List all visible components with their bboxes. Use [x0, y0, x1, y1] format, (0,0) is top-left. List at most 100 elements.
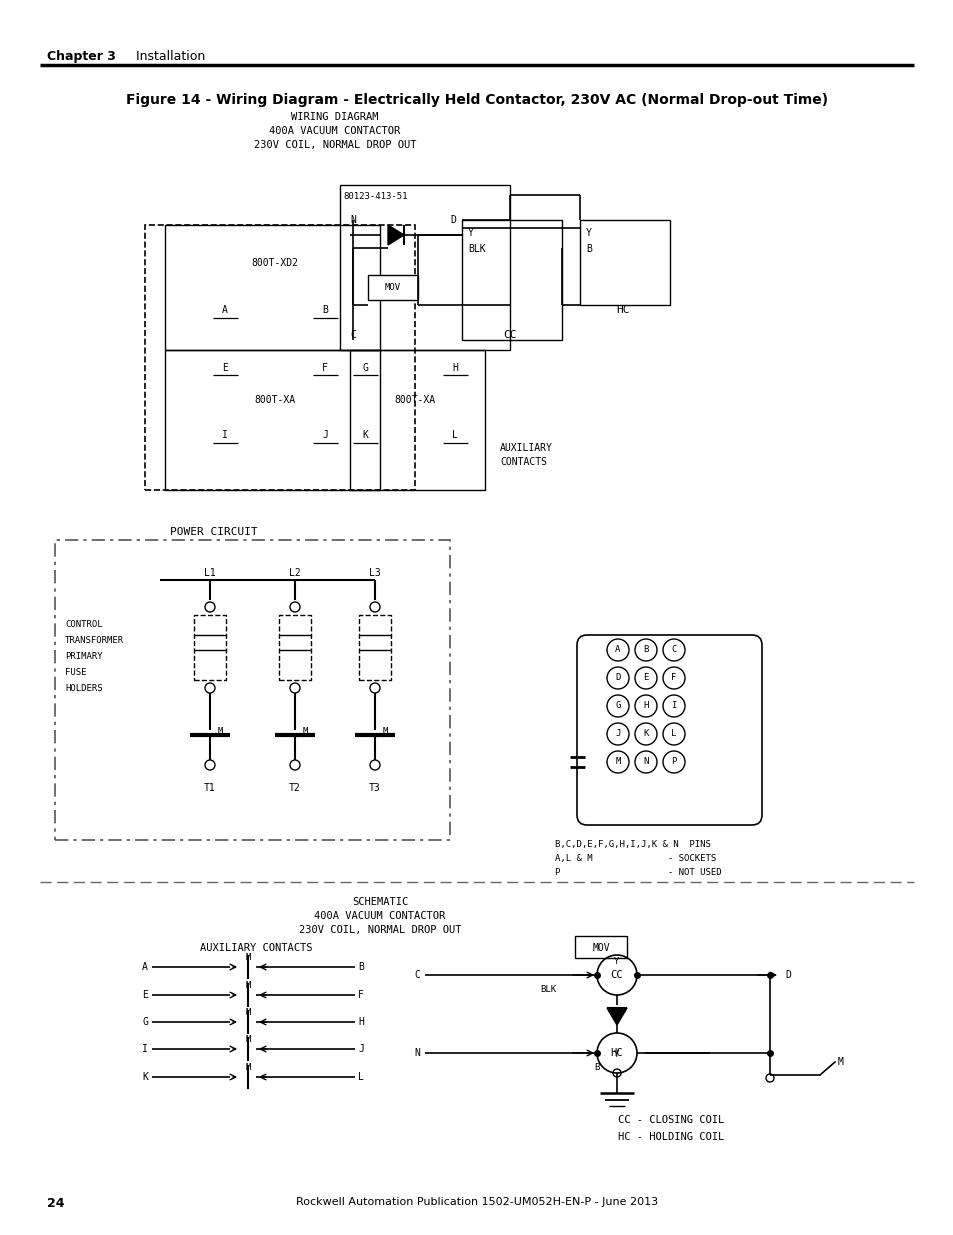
- Text: C: C: [414, 969, 419, 981]
- Text: B: B: [322, 305, 328, 315]
- Text: B: B: [642, 646, 648, 655]
- Bar: [461, 220, 561, 340]
- Text: M: M: [245, 953, 251, 962]
- Text: TRANSFORMER: TRANSFORMER: [65, 636, 124, 645]
- Text: I: I: [222, 430, 228, 440]
- Text: M: M: [382, 727, 388, 736]
- Bar: [165, 225, 379, 350]
- Text: L1: L1: [204, 568, 215, 578]
- Text: CC - CLOSING COIL: CC - CLOSING COIL: [618, 1115, 723, 1125]
- Text: T1: T1: [204, 783, 215, 793]
- Text: H: H: [452, 363, 457, 373]
- Text: G: G: [142, 1016, 148, 1028]
- Text: Y: Y: [585, 228, 591, 238]
- Text: M: M: [218, 727, 223, 736]
- Text: D: D: [784, 969, 790, 981]
- Text: AUXILIARY CONTACTS: AUXILIARY CONTACTS: [200, 944, 313, 953]
- Text: BLK: BLK: [539, 986, 556, 994]
- Bar: [55, 540, 450, 840]
- Bar: [339, 185, 510, 350]
- Text: Installation: Installation: [120, 49, 205, 63]
- Text: Y: Y: [614, 1050, 619, 1058]
- Text: G: G: [615, 701, 620, 710]
- Text: L3: L3: [369, 568, 380, 578]
- Text: A: A: [222, 305, 228, 315]
- Text: N: N: [642, 757, 648, 767]
- Text: G: G: [362, 363, 368, 373]
- Text: HOLDERS: HOLDERS: [65, 684, 103, 693]
- Text: 80123-413-51: 80123-413-51: [343, 191, 407, 201]
- Bar: [165, 350, 379, 490]
- Text: HC: HC: [616, 305, 629, 315]
- Text: CONTACTS: CONTACTS: [499, 457, 546, 467]
- Text: P                    - NOT USED: P - NOT USED: [555, 868, 720, 877]
- Text: 230V COIL, NORMAL DROP OUT: 230V COIL, NORMAL DROP OUT: [298, 925, 460, 935]
- Text: Y: Y: [614, 957, 619, 966]
- Text: Figure 14 - Wiring Diagram - Electrically Held Contactor, 230V AC (Normal Drop-o: Figure 14 - Wiring Diagram - Electricall…: [126, 93, 827, 107]
- Bar: [358, 615, 391, 680]
- Text: I: I: [671, 701, 676, 710]
- Text: J: J: [615, 730, 620, 739]
- Text: M: M: [245, 1063, 251, 1072]
- Text: A: A: [615, 646, 620, 655]
- Text: N: N: [350, 215, 355, 225]
- Text: PRIMARY: PRIMARY: [65, 652, 103, 661]
- Text: F: F: [671, 673, 676, 683]
- Text: HC: HC: [610, 1049, 622, 1058]
- Text: L: L: [357, 1072, 363, 1082]
- Text: Chapter 3: Chapter 3: [47, 49, 115, 63]
- Text: 800T-XD2: 800T-XD2: [252, 258, 298, 268]
- Text: T2: T2: [289, 783, 300, 793]
- Text: 800T-XA: 800T-XA: [394, 395, 436, 405]
- Text: T3: T3: [369, 783, 380, 793]
- Text: F: F: [322, 363, 328, 373]
- Text: K: K: [642, 730, 648, 739]
- Text: L2: L2: [289, 568, 300, 578]
- Text: E: E: [142, 990, 148, 1000]
- Text: Y: Y: [468, 228, 474, 238]
- Text: M: M: [245, 1008, 251, 1016]
- Text: HC - HOLDING COIL: HC - HOLDING COIL: [618, 1132, 723, 1142]
- Bar: [278, 615, 311, 680]
- Text: K: K: [362, 430, 368, 440]
- Text: B,C,D,E,F,G,H,I,J,K & N  PINS: B,C,D,E,F,G,H,I,J,K & N PINS: [555, 840, 710, 848]
- Text: F: F: [357, 990, 363, 1000]
- Text: D: D: [450, 215, 456, 225]
- Text: H: H: [642, 701, 648, 710]
- Text: CC: CC: [610, 969, 622, 981]
- Text: M: M: [245, 981, 251, 990]
- Text: B: B: [594, 1063, 599, 1072]
- Text: BLK: BLK: [468, 245, 485, 254]
- Polygon shape: [606, 1008, 626, 1025]
- Text: WIRING DIAGRAM: WIRING DIAGRAM: [291, 112, 378, 122]
- Text: D: D: [615, 673, 620, 683]
- Text: A: A: [142, 962, 148, 972]
- Text: AUXILIARY: AUXILIARY: [499, 443, 553, 453]
- Text: Rockwell Automation Publication 1502-UM052H-EN-P - June 2013: Rockwell Automation Publication 1502-UM0…: [295, 1197, 658, 1207]
- Text: A,L & M              - SOCKETS: A,L & M - SOCKETS: [555, 853, 716, 863]
- Text: P: P: [671, 757, 676, 767]
- Text: E: E: [222, 363, 228, 373]
- Text: B: B: [585, 245, 591, 254]
- Bar: [350, 350, 484, 490]
- Text: J: J: [322, 430, 328, 440]
- Text: K: K: [142, 1072, 148, 1082]
- Bar: [368, 275, 417, 300]
- Text: J: J: [357, 1044, 363, 1053]
- Text: L: L: [452, 430, 457, 440]
- Text: SCHEMATIC: SCHEMATIC: [352, 897, 408, 906]
- Text: MOV: MOV: [592, 944, 609, 953]
- Text: M: M: [615, 757, 620, 767]
- Text: B: B: [357, 962, 363, 972]
- Bar: [145, 225, 415, 490]
- Text: POWER CIRCUIT: POWER CIRCUIT: [170, 527, 257, 537]
- Text: M: M: [303, 727, 308, 736]
- Text: I: I: [142, 1044, 148, 1053]
- Text: M: M: [245, 1035, 251, 1044]
- Text: MOV: MOV: [384, 283, 400, 291]
- Text: 400A VACUUM CONTACTOR: 400A VACUUM CONTACTOR: [314, 911, 445, 921]
- Text: E: E: [642, 673, 648, 683]
- Bar: [575, 936, 626, 958]
- Text: M: M: [837, 1057, 843, 1067]
- Text: C: C: [350, 330, 355, 340]
